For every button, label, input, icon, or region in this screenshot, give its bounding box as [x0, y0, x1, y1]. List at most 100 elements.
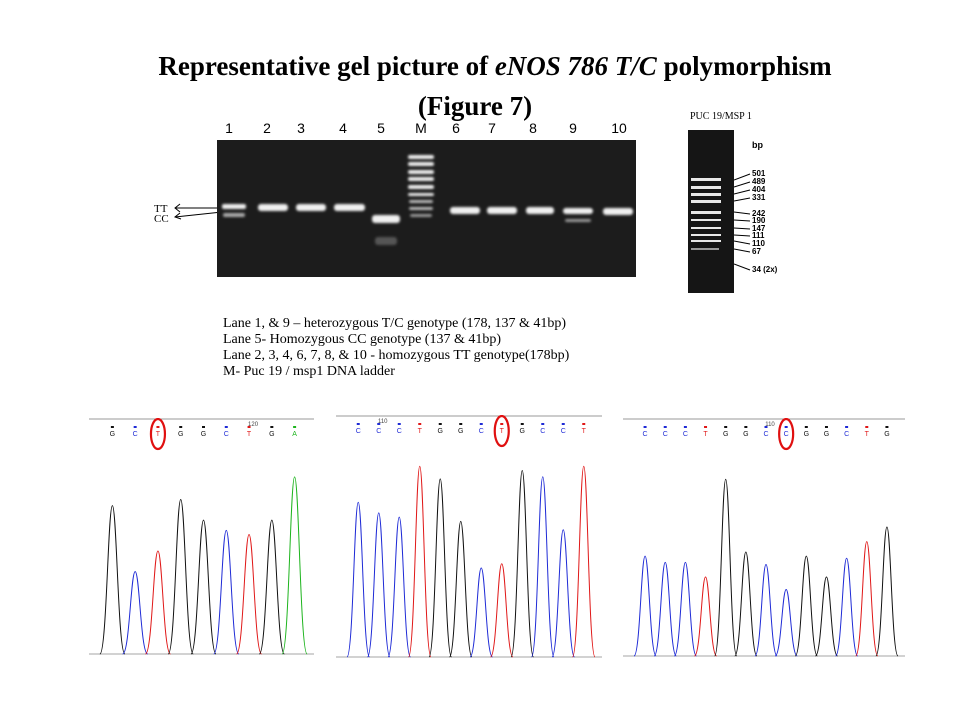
title-gene: eNOS 786 T/C — [494, 51, 657, 81]
trace-peak — [551, 529, 576, 658]
ladder-size: 242 — [752, 209, 766, 218]
base-call: C — [763, 431, 768, 438]
base-call: G — [269, 431, 274, 438]
trace-peak — [714, 478, 738, 657]
base-call-tick — [744, 426, 748, 428]
ladder-band — [691, 186, 721, 189]
base-call: T — [156, 431, 161, 438]
base-call: G — [884, 431, 889, 438]
base-call-tick — [110, 426, 114, 428]
base-call-tick — [377, 423, 381, 425]
base-call: G — [458, 428, 463, 435]
ladder-size: 404 — [752, 185, 766, 194]
chromatogram-trace: G C T G G C T 120 G A — [89, 418, 314, 655]
ladder-unit: bp — [752, 140, 763, 150]
base-call: G — [723, 431, 728, 438]
title-prefix: Representative gel picture of — [158, 51, 495, 81]
base-call: G — [438, 428, 443, 435]
base-call-tick — [704, 426, 708, 428]
trace-peak — [346, 501, 371, 658]
ladder-scale — [733, 130, 784, 293]
lane-label: M — [415, 120, 427, 136]
trace-peak — [814, 576, 839, 657]
band — [563, 208, 593, 214]
snp-circle-marker — [778, 418, 795, 451]
band — [450, 207, 480, 214]
base-call-tick — [270, 426, 274, 428]
position-label: 110 — [378, 419, 388, 425]
trace-peak — [190, 519, 217, 655]
trace-peak — [633, 555, 657, 657]
base-call: G — [201, 431, 206, 438]
lane-label: 7 — [488, 120, 496, 136]
trace-peak — [99, 505, 126, 655]
trace-peak — [530, 476, 555, 658]
trace-peak — [167, 498, 194, 655]
base-call-tick — [582, 423, 586, 425]
trace-peak — [122, 571, 149, 655]
base-call: C — [397, 428, 402, 435]
base-call: A — [292, 431, 297, 438]
base-call-tick — [224, 426, 228, 428]
lane-label: 5 — [377, 120, 385, 136]
trace-peak — [489, 563, 514, 658]
base-call-tick — [885, 426, 889, 428]
base-call-tick — [500, 423, 504, 425]
snp-circle-marker — [493, 415, 510, 448]
lane-label: 6 — [452, 120, 460, 136]
base-call-tick — [438, 423, 442, 425]
base-call-tick — [541, 423, 545, 425]
base-call: G — [110, 431, 115, 438]
base-call: C — [376, 428, 381, 435]
gel-bands — [222, 155, 633, 245]
trace-peak — [366, 512, 391, 658]
lane-label: 10 — [611, 120, 627, 136]
base-call-tick — [784, 426, 788, 428]
band — [487, 207, 517, 214]
band — [258, 204, 288, 211]
lane-labels: 1 2 3 4 5 M 6 7 8 9 10 — [0, 120, 960, 140]
band — [223, 213, 245, 217]
band — [334, 204, 365, 211]
lane-label: 4 — [339, 120, 347, 136]
snp-circle-marker — [149, 418, 167, 451]
trace-peak — [774, 588, 798, 657]
base-call: T — [418, 428, 423, 435]
trace-peak — [571, 465, 596, 658]
gel-image — [217, 140, 636, 277]
trace-peak — [448, 520, 473, 658]
ladder-size: 67 — [752, 247, 761, 256]
trace-peak — [469, 567, 494, 658]
lane-label: 9 — [569, 120, 577, 136]
base-call: C — [784, 431, 789, 438]
base-call-tick — [479, 423, 483, 425]
figure-number: (Figure 7) — [417, 91, 533, 121]
base-call: G — [743, 431, 748, 438]
legend-line: Lane 2, 3, 4, 6, 7, 8, & 10 - homozygous… — [223, 348, 570, 363]
ladder-image — [688, 130, 734, 293]
base-call-tick — [179, 426, 183, 428]
ladder-band — [691, 178, 721, 181]
trace-peak — [258, 519, 285, 655]
band — [408, 177, 434, 181]
gel-legend: Lane 1, & 9 – heterozygous T/C genotype … — [223, 316, 569, 380]
trace-peak — [281, 476, 308, 655]
base-call: C — [663, 431, 668, 438]
ladder-bands — [691, 178, 721, 250]
trace-peak — [754, 563, 778, 657]
base-call: C — [683, 431, 688, 438]
base-call-tick — [418, 423, 422, 425]
trace-peak — [734, 551, 758, 657]
base-call-tick — [845, 426, 849, 428]
band — [222, 204, 246, 209]
base-call: G — [804, 431, 809, 438]
band — [526, 207, 554, 214]
base-call-tick — [724, 426, 728, 428]
ladder-size: 147 — [752, 224, 766, 233]
trace-peak — [653, 561, 677, 657]
base-call: T — [500, 428, 505, 435]
trace-peak — [855, 541, 879, 657]
ladder-size: 111 — [752, 231, 765, 240]
genotype-label-cc: CC — [154, 213, 169, 225]
band — [408, 155, 434, 159]
